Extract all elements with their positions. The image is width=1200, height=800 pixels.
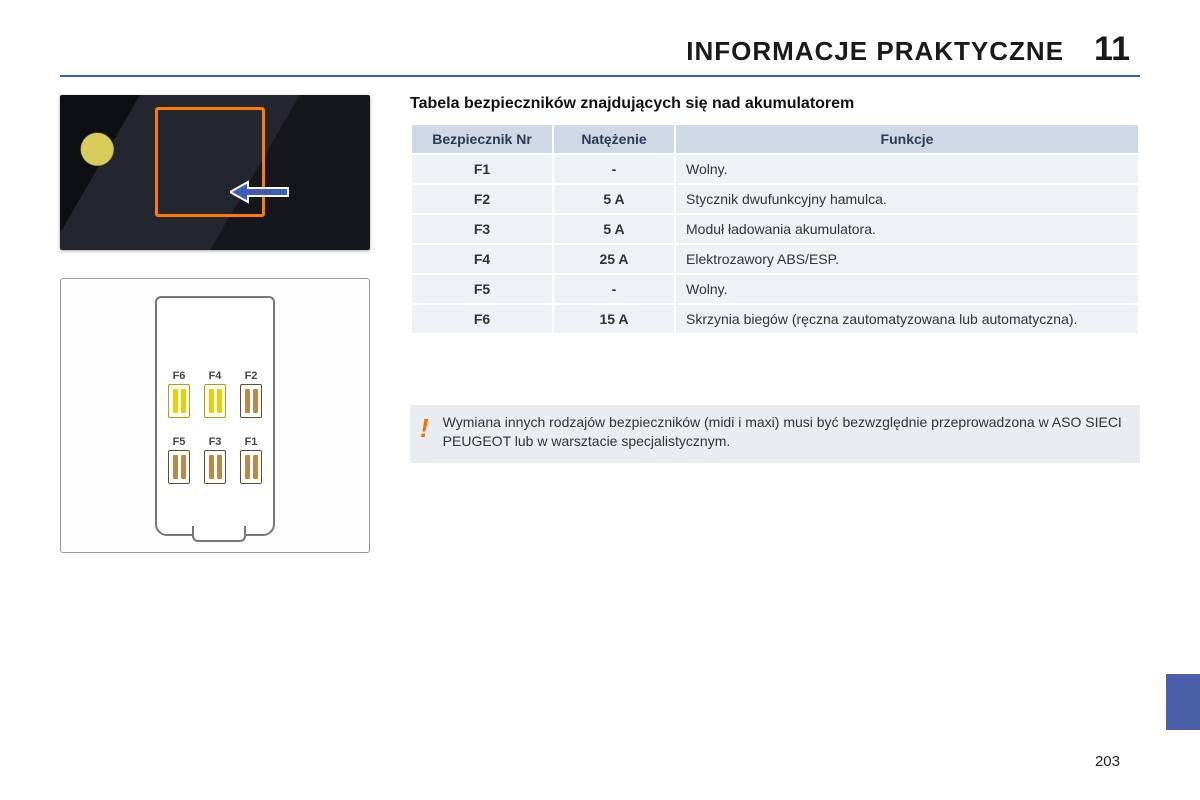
cell-fuse-nr: F5 bbox=[412, 275, 552, 303]
header-title: INFORMACJE PRAKTYCZNE bbox=[686, 36, 1064, 67]
cell-function: Elektrozawory ABS/ESP. bbox=[676, 245, 1138, 273]
engine-bay-photo bbox=[60, 95, 370, 250]
fuse-slot bbox=[168, 450, 190, 484]
cell-fuse-nr: F3 bbox=[412, 215, 552, 243]
fuse-label: F4 bbox=[199, 370, 231, 382]
fuse-slot bbox=[204, 450, 226, 484]
warning-text: Wymiana innych rodzajów bezpieczników (m… bbox=[443, 413, 1126, 451]
cell-fuse-nr: F4 bbox=[412, 245, 552, 273]
fuse-cell: F5 bbox=[163, 436, 195, 484]
cell-fuse-nr: F2 bbox=[412, 185, 552, 213]
warning-box: ! Wymiana innych rodzajów bezpieczników … bbox=[410, 405, 1140, 463]
fuse-label: F3 bbox=[199, 436, 231, 448]
fuse-cell: F6 bbox=[163, 370, 195, 418]
page-number: 203 bbox=[1095, 753, 1120, 770]
cell-function: Skrzynia biegów (ręczna zautomatyzowana … bbox=[676, 305, 1138, 333]
fuse-diagram-frame: F6 F4 F2 F5 F3 F1 bbox=[60, 278, 370, 553]
col-function: Funkcje bbox=[676, 125, 1138, 153]
col-amperage: Natężenie bbox=[554, 125, 674, 153]
content-area: F6 F4 F2 F5 F3 F1 Tabela bezpieczników znajdu… bbox=[60, 95, 1140, 553]
col-fuse-nr: Bezpiecznik Nr bbox=[412, 125, 552, 153]
table-row: F615 ASkrzynia biegów (ręczna zautomatyz… bbox=[412, 305, 1138, 333]
cell-amperage: - bbox=[554, 275, 674, 303]
fuse-label: F5 bbox=[163, 436, 195, 448]
cell-amperage: 25 A bbox=[554, 245, 674, 273]
fuse-label: F2 bbox=[235, 370, 267, 382]
fuse-diagram: F6 F4 F2 F5 F3 F1 bbox=[155, 296, 275, 536]
cell-function: Wolny. bbox=[676, 155, 1138, 183]
cell-function: Wolny. bbox=[676, 275, 1138, 303]
cell-amperage: 15 A bbox=[554, 305, 674, 333]
right-column: Tabela bezpieczników znajdujących się na… bbox=[410, 95, 1140, 553]
fuse-cell: F2 bbox=[235, 370, 267, 418]
table-row: F35 AModuł ładowania akumulatora. bbox=[412, 215, 1138, 243]
fuse-slot bbox=[204, 384, 226, 418]
cell-amperage: - bbox=[554, 155, 674, 183]
cell-amperage: 5 A bbox=[554, 185, 674, 213]
fuse-slot bbox=[240, 450, 262, 484]
pointer-arrow-icon bbox=[230, 180, 290, 204]
fuse-label: F1 bbox=[235, 436, 267, 448]
table-row: F5-Wolny. bbox=[412, 275, 1138, 303]
cell-fuse-nr: F6 bbox=[412, 305, 552, 333]
fuse-cell: F4 bbox=[199, 370, 231, 418]
table-row: F1-Wolny. bbox=[412, 155, 1138, 183]
header-rule bbox=[60, 75, 1140, 77]
fuse-slot bbox=[168, 384, 190, 418]
page-header: INFORMACJE PRAKTYCZNE 11 bbox=[60, 30, 1140, 69]
fuse-cell: F3 bbox=[199, 436, 231, 484]
cell-function: Stycznik dwufunkcyjny hamulca. bbox=[676, 185, 1138, 213]
warning-icon: ! bbox=[420, 413, 429, 451]
cell-amperage: 5 A bbox=[554, 215, 674, 243]
fuse-slot bbox=[240, 384, 262, 418]
cell-fuse-nr: F1 bbox=[412, 155, 552, 183]
table-header-row: Bezpiecznik Nr Natężenie Funkcje bbox=[412, 125, 1138, 153]
chapter-number: 11 bbox=[1094, 30, 1130, 69]
left-column: F6 F4 F2 F5 F3 F1 bbox=[60, 95, 370, 553]
table-row: F25 AStycznik dwufunkcyjny hamulca. bbox=[412, 185, 1138, 213]
fuse-cell: F1 bbox=[235, 436, 267, 484]
table-row: F425 AElektrozawory ABS/ESP. bbox=[412, 245, 1138, 273]
side-tab bbox=[1166, 674, 1200, 730]
fuse-table: Bezpiecznik Nr Natężenie Funkcje F1-Woln… bbox=[410, 123, 1140, 335]
fuse-label: F6 bbox=[163, 370, 195, 382]
section-title: Tabela bezpieczników znajdujących się na… bbox=[410, 95, 1140, 113]
cell-function: Moduł ładowania akumulatora. bbox=[676, 215, 1138, 243]
